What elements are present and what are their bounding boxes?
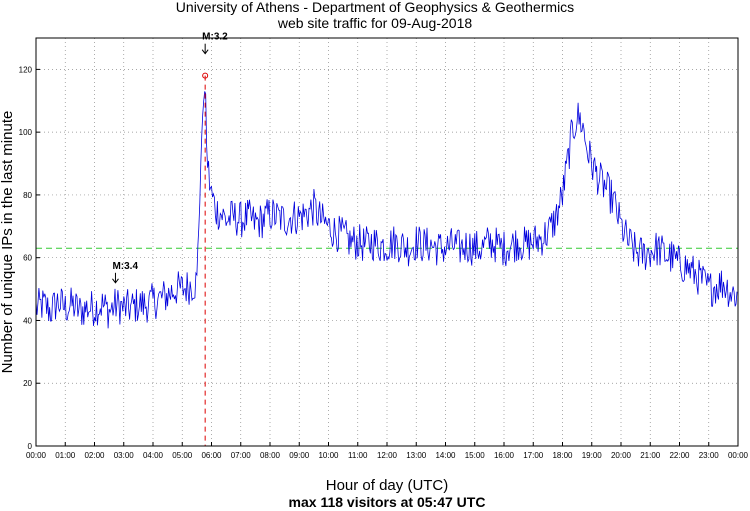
event-label: M:3.4	[112, 261, 138, 272]
event-arrow-head	[112, 278, 119, 284]
x-tick-label: 16:00	[494, 451, 515, 460]
chart-title: University of Athens - Department of Geo…	[176, 0, 574, 15]
x-tick-label: 08:00	[260, 451, 281, 460]
x-tick-label: 19:00	[582, 451, 603, 460]
x-tick-label: 02:00	[84, 451, 105, 460]
x-tick-label: 10:00	[318, 451, 339, 460]
x-tick-label: 09:00	[289, 451, 310, 460]
x-tick-label: 13:00	[406, 451, 427, 460]
x-tick-label: 07:00	[231, 451, 252, 460]
chart-subtitle: web site traffic for 09-Aug-2018	[277, 15, 473, 31]
x-tick-label: 23:00	[699, 451, 720, 460]
y-axis-label: Number of unique IPs in the last minute	[0, 111, 16, 374]
x-tick-label: 11:00	[348, 451, 368, 460]
x-tick-label: 22:00	[669, 451, 690, 460]
y-tick-labels: 0 20 40 60 80 100 120	[19, 65, 40, 451]
y-tick-label: 20	[23, 379, 32, 388]
marker-layer	[202, 72, 209, 446]
series-layer	[35, 91, 738, 329]
y-tick-label: 0	[28, 442, 33, 451]
grid-lines	[36, 38, 738, 446]
x-axis-label: Hour of day (UTC)	[326, 477, 449, 494]
x-tick-label: 14:00	[435, 451, 456, 460]
x-tick-label: 01:00	[55, 451, 76, 460]
x-axis-sublabel: max 118 visitors at 05:47 UTC	[289, 494, 486, 510]
y-tick-label: 120	[19, 65, 33, 74]
x-tick-label: 21:00	[640, 451, 661, 460]
x-tick-label: 05:00	[172, 451, 193, 460]
x-tick-labels: 00:00 01:00 02:00 03:00 04:00 05:00 06:00 07:00…	[26, 442, 749, 460]
event-arrow-head	[201, 49, 209, 55]
x-tick-label: 00:00	[728, 451, 749, 460]
y-tick-label: 80	[23, 191, 32, 200]
x-tick-label: 15:00	[465, 451, 486, 460]
event-label: M:3.2	[202, 32, 228, 43]
x-tick-label: 20:00	[611, 451, 632, 460]
y-tick-label: 100	[19, 128, 33, 137]
x-tick-label: 03:00	[114, 451, 135, 460]
x-tick-label: 18:00	[552, 451, 573, 460]
traffic-series-line	[35, 91, 738, 329]
event-layer: M:3.4 M:3.2	[112, 32, 228, 284]
max-marker-point	[202, 72, 209, 79]
x-tick-label: 17:00	[523, 451, 544, 460]
y-tick-label: 40	[23, 316, 32, 325]
x-tick-label: 06:00	[201, 451, 222, 460]
x-tick-label: 12:00	[377, 451, 398, 460]
x-tick-label: 04:00	[143, 451, 164, 460]
x-tick-label: 00:00	[26, 451, 47, 460]
y-tick-label: 60	[23, 254, 32, 263]
